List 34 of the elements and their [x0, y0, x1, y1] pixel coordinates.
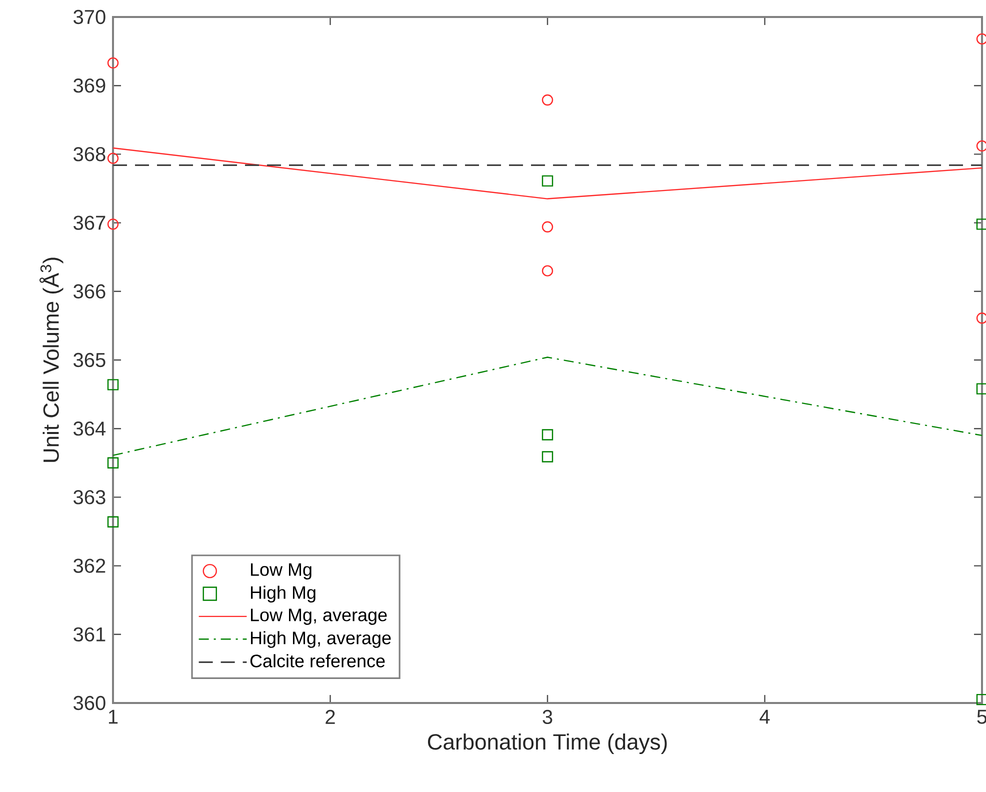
point: [107, 516, 119, 528]
y-tick-label: 363: [74, 490, 106, 504]
point: [542, 94, 554, 106]
y-tick-label: 370: [74, 10, 106, 24]
point: [542, 175, 554, 187]
y-tick-label: 362: [74, 558, 106, 573]
point: [542, 429, 554, 440]
y-tick-label: 368: [74, 147, 106, 162]
legend-label: High Mg, average: [250, 631, 391, 648]
point: [107, 379, 119, 390]
x-tick-label: 2: [326, 710, 335, 724]
y-tick-label: 361: [74, 627, 106, 642]
legend-label: Calcite reference: [250, 654, 385, 668]
y-tick-label: 366: [74, 284, 106, 298]
y-tick-label: 369: [74, 78, 106, 93]
y-tick-label: 367: [74, 216, 106, 230]
x-tick-label: 4: [760, 710, 770, 724]
x-tick-label: 3: [542, 710, 552, 724]
y-axis-title: Unit Cell Volume (Å$^{3}$): [39, 258, 64, 462]
legend-label: Low Mg, average: [250, 608, 387, 625]
point: [107, 57, 119, 69]
y-tick-label: 365: [74, 352, 106, 368]
point: [107, 152, 119, 164]
x-axis-title: Carbonation Time (days): [428, 734, 667, 754]
x-tick-label: 1: [108, 710, 118, 724]
y-tick-label: 360: [74, 696, 106, 710]
y-tick-label: 364: [74, 422, 106, 436]
legend-label: High Mg: [250, 586, 316, 603]
point: [542, 451, 554, 462]
point: [542, 265, 554, 276]
point: [107, 457, 119, 468]
point: [542, 221, 554, 233]
point: [107, 218, 119, 230]
legend-label: Low Mg: [250, 563, 312, 580]
